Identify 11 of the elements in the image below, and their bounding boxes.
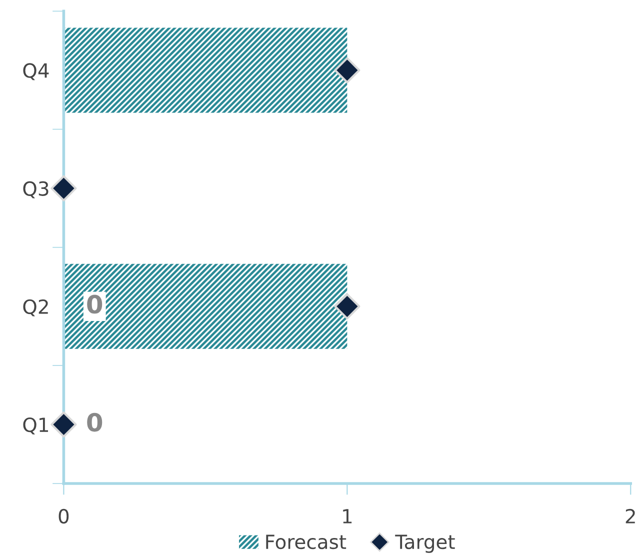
- y-tick-label: Q4: [23, 63, 49, 80]
- x-tick-label: 0: [58, 508, 69, 524]
- x-tick-label: 1: [343, 509, 352, 524]
- y-tick-label: Q1: [23, 417, 48, 434]
- y-tick-label: Q3: [23, 181, 48, 198]
- legend-label: Forecast: [266, 534, 346, 550]
- y-tick-label: Q2: [23, 299, 48, 316]
- legend-label: Target: [395, 534, 455, 553]
- x-tick-label: 2: [626, 508, 635, 524]
- annotation: 0: [87, 294, 102, 314]
- annotation: 0: [87, 412, 102, 432]
